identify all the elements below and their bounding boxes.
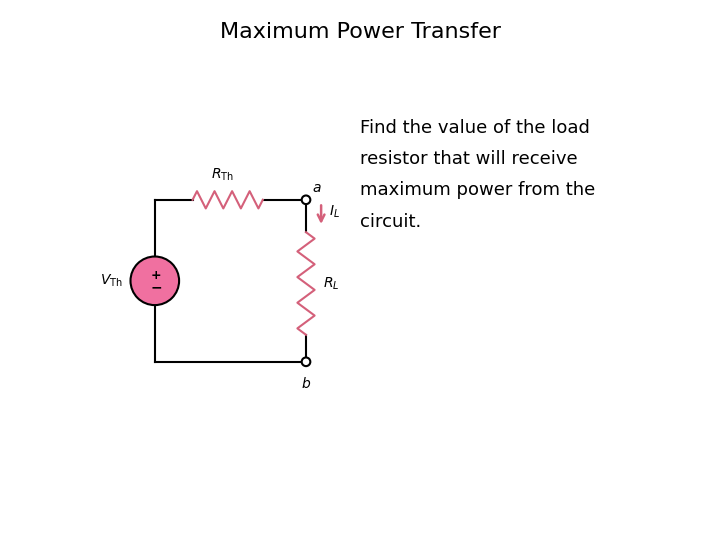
Text: $R_L$: $R_L$ [323, 275, 340, 292]
Text: b: b [302, 377, 310, 391]
Text: −: − [150, 280, 162, 294]
Text: +: + [150, 269, 161, 282]
Text: Find the value of the load: Find the value of the load [360, 119, 590, 137]
Text: Maximum Power Transfer: Maximum Power Transfer [220, 22, 500, 42]
Circle shape [302, 195, 310, 204]
Text: maximum power from the: maximum power from the [360, 181, 595, 199]
Circle shape [130, 256, 179, 305]
Text: resistor that will receive: resistor that will receive [360, 150, 577, 168]
Text: $R_{\rm Th}$: $R_{\rm Th}$ [211, 166, 234, 183]
Circle shape [302, 357, 310, 366]
Text: circuit.: circuit. [360, 213, 421, 231]
Text: a: a [312, 181, 321, 195]
Text: $I_L$: $I_L$ [329, 204, 340, 220]
Text: $V_{\rm Th}$: $V_{\rm Th}$ [99, 273, 122, 289]
